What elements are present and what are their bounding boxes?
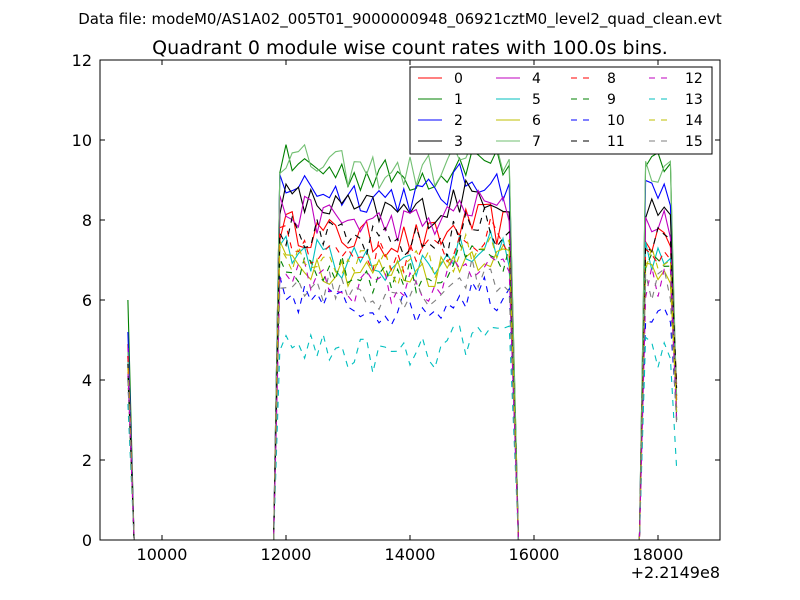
legend-label-2: 2 xyxy=(454,113,463,129)
legend-label-1: 1 xyxy=(454,92,463,108)
series-10-line xyxy=(127,275,678,541)
chart-suptitle: Data file: modeM0/AS1A02_005T01_90000009… xyxy=(78,10,722,29)
x-tick-label: 16000 xyxy=(509,545,560,564)
legend-label-8: 8 xyxy=(607,71,616,87)
x-tick-label: 14000 xyxy=(385,545,436,564)
series-6-line xyxy=(127,240,678,541)
series-0-line xyxy=(127,203,678,541)
legend-box xyxy=(409,66,713,155)
series-layer xyxy=(127,136,678,541)
y-tick-label: 10 xyxy=(72,131,92,150)
x-axis-offset-label: +2.2149e8 xyxy=(631,563,720,582)
x-tick-label: 18000 xyxy=(633,545,684,564)
y-tick-label: 4 xyxy=(82,371,92,390)
series-8-line xyxy=(127,216,678,541)
series-9-line xyxy=(127,241,678,541)
legend-label-15: 15 xyxy=(685,134,703,150)
series-5-line xyxy=(127,229,678,541)
legend-label-10: 10 xyxy=(607,113,625,129)
series-1-line xyxy=(127,144,678,541)
series-14-line xyxy=(127,232,678,541)
legend-label-7: 7 xyxy=(532,134,541,150)
legend-label-13: 13 xyxy=(685,92,703,108)
y-tick-label: 0 xyxy=(82,531,92,550)
series-7-line xyxy=(127,136,678,541)
y-tick-label: 12 xyxy=(72,51,92,70)
x-tick-label: 12000 xyxy=(261,545,312,564)
y-tick-label: 6 xyxy=(82,291,92,310)
legend-label-4: 4 xyxy=(532,71,541,87)
series-11-line xyxy=(127,207,678,541)
series-15-line xyxy=(127,258,678,541)
x-tick-label: 10000 xyxy=(137,545,188,564)
y-tick-label: 8 xyxy=(82,211,92,230)
series-4-line xyxy=(127,189,678,541)
legend-label-6: 6 xyxy=(532,113,541,129)
series-12-line xyxy=(127,256,678,541)
legend-label-11: 11 xyxy=(607,134,625,150)
legend-label-0: 0 xyxy=(454,71,463,87)
chart-title: Quadrant 0 module wise count rates with … xyxy=(152,37,668,59)
legend-label-12: 12 xyxy=(685,71,703,87)
series-2-line xyxy=(127,162,678,541)
legend-label-3: 3 xyxy=(454,134,463,150)
legend-label-14: 14 xyxy=(685,113,703,129)
legend-label-9: 9 xyxy=(607,92,616,108)
legend-label-5: 5 xyxy=(532,92,541,108)
series-13-line xyxy=(127,325,678,541)
y-tick-label: 2 xyxy=(82,451,92,470)
